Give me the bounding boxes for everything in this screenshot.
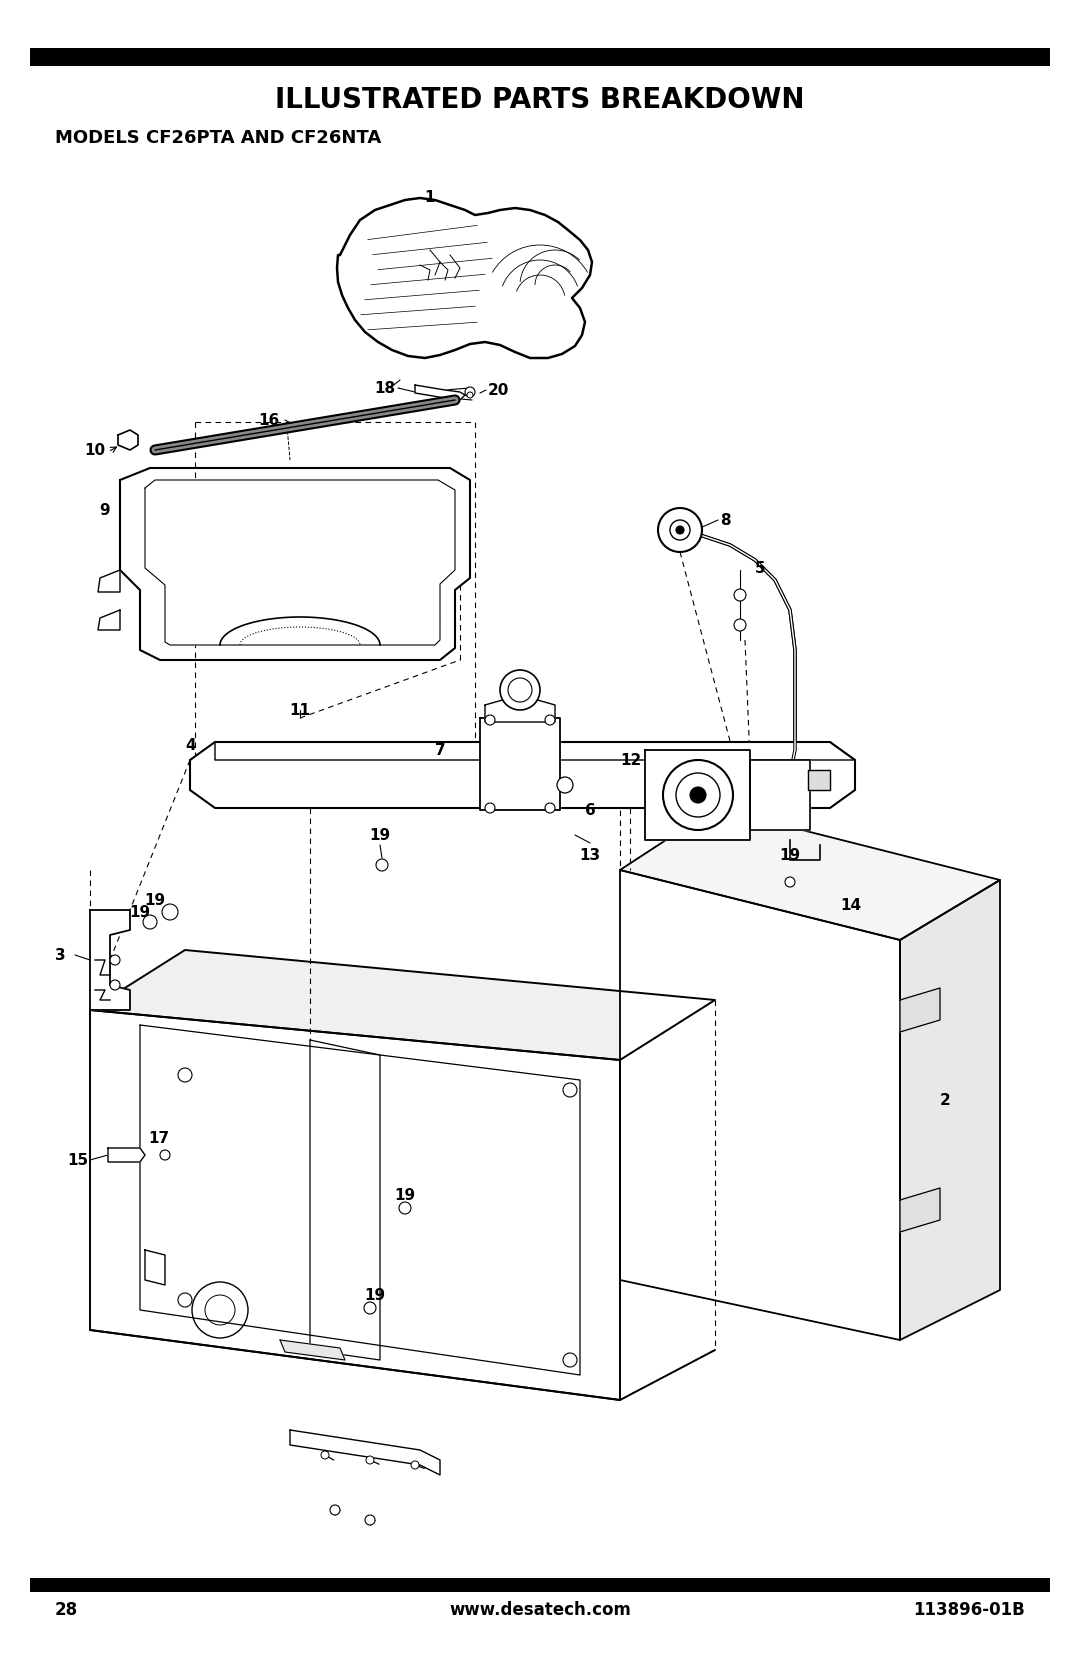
Polygon shape [415,386,465,401]
Text: 2: 2 [940,1093,950,1108]
Circle shape [485,803,495,813]
Circle shape [162,905,178,920]
Circle shape [676,773,720,818]
Text: 14: 14 [840,898,861,913]
Circle shape [670,521,690,541]
Text: 16: 16 [259,412,280,427]
Polygon shape [215,743,855,759]
Text: 28: 28 [55,1601,78,1619]
Circle shape [508,678,532,703]
Circle shape [366,1455,374,1464]
Polygon shape [620,808,1000,940]
Polygon shape [140,1025,580,1375]
Circle shape [465,387,475,397]
Circle shape [321,1450,329,1459]
Text: MODELS CF26PTA AND CF26NTA: MODELS CF26PTA AND CF26NTA [55,129,381,147]
Bar [30,1577,1050,1592]
Circle shape [110,955,120,965]
Polygon shape [108,1148,145,1162]
Circle shape [545,714,555,724]
Circle shape [500,669,540,709]
Text: 3: 3 [55,948,66,963]
Polygon shape [645,749,750,840]
Text: 7: 7 [434,743,445,758]
Circle shape [663,759,733,829]
Polygon shape [485,694,555,723]
Polygon shape [620,870,900,1340]
Polygon shape [808,769,831,789]
Circle shape [411,1460,419,1469]
Text: ILLUSTRATED PARTS BREAKDOWN: ILLUSTRATED PARTS BREAKDOWN [275,87,805,113]
Text: 1: 1 [424,190,435,205]
Circle shape [178,1293,192,1307]
Text: 6: 6 [584,803,595,818]
Polygon shape [310,1040,380,1360]
Text: 19: 19 [780,848,800,863]
Circle shape [545,803,555,813]
Text: 12: 12 [620,753,642,768]
Polygon shape [90,1010,620,1400]
Circle shape [785,876,795,886]
Polygon shape [120,467,470,659]
Circle shape [160,1150,170,1160]
Text: 113896-01B: 113896-01B [914,1601,1025,1619]
Circle shape [110,980,120,990]
Polygon shape [90,910,130,1010]
Polygon shape [900,988,940,1031]
Polygon shape [750,759,810,829]
Text: 5: 5 [755,561,766,576]
Text: 11: 11 [289,703,311,718]
Circle shape [676,526,684,534]
Polygon shape [900,1188,940,1232]
Text: 9: 9 [99,502,110,517]
Polygon shape [291,1430,440,1475]
Circle shape [399,1202,411,1213]
Text: 15: 15 [67,1153,87,1168]
Bar [30,48,1050,67]
Polygon shape [98,609,120,629]
Text: 4: 4 [185,738,195,753]
Text: 13: 13 [580,848,600,863]
Circle shape [178,1068,192,1082]
Circle shape [557,778,573,793]
Text: www.desatech.com: www.desatech.com [449,1601,631,1619]
Polygon shape [98,571,120,592]
Text: 19: 19 [364,1287,386,1302]
Circle shape [658,507,702,552]
Text: 20: 20 [487,382,509,397]
Polygon shape [280,1340,345,1360]
Circle shape [143,915,157,930]
Circle shape [467,392,473,397]
Circle shape [330,1505,340,1515]
Text: 10: 10 [84,442,105,457]
Polygon shape [90,950,715,1060]
Text: 19: 19 [394,1188,416,1202]
Text: 19: 19 [130,905,150,920]
Circle shape [734,589,746,601]
Text: 8: 8 [720,512,731,527]
Circle shape [364,1302,376,1314]
Polygon shape [145,481,455,644]
Circle shape [365,1515,375,1525]
Polygon shape [900,880,1000,1340]
Polygon shape [480,718,561,809]
Circle shape [563,1083,577,1097]
Text: 18: 18 [375,381,395,396]
Circle shape [734,619,746,631]
Circle shape [485,714,495,724]
Circle shape [690,788,706,803]
Text: 19: 19 [145,893,165,908]
Text: 19: 19 [369,828,391,843]
Polygon shape [190,743,855,808]
Polygon shape [118,431,138,451]
Circle shape [376,860,388,871]
Polygon shape [337,199,592,357]
Circle shape [563,1354,577,1367]
Text: 17: 17 [148,1130,170,1145]
